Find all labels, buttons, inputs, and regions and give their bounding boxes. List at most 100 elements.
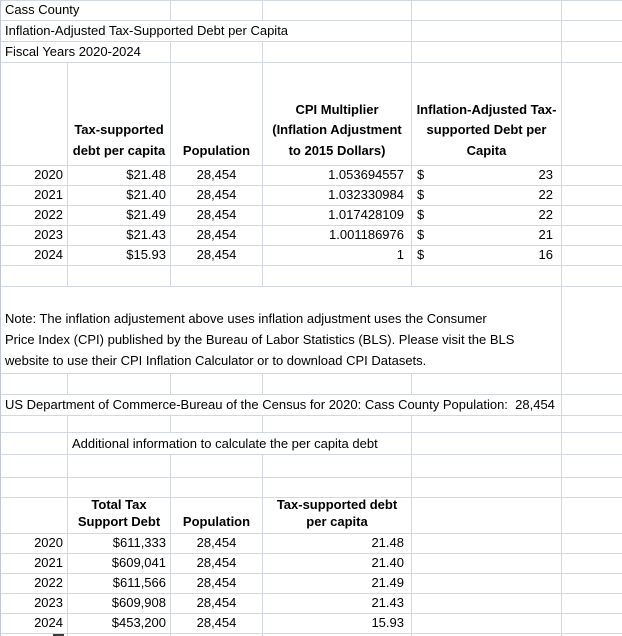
sheet-title-cell[interactable]: Cass County (1, 1, 171, 21)
empty-cell[interactable] (562, 246, 622, 266)
empty-cell[interactable] (562, 206, 622, 226)
bottom-row-year[interactable]: 2024 (1, 614, 68, 634)
bottom-row-total[interactable]: $453,200 (68, 614, 171, 634)
empty-cell[interactable] (562, 498, 622, 534)
partial-row-cell[interactable] (263, 634, 412, 636)
empty-cell[interactable] (562, 186, 622, 206)
empty-cell[interactable] (562, 534, 622, 554)
bottom-row-year[interactable]: 2023 (1, 594, 68, 614)
top-row-debt[interactable]: $21.40 (68, 186, 171, 206)
top-row-population[interactable]: 28,454 (171, 186, 263, 206)
empty-cell[interactable] (171, 455, 263, 478)
top-row-population[interactable]: 28,454 (171, 226, 263, 246)
top-row-adjusted[interactable]: $ 16 (412, 246, 562, 266)
top-row-adjusted[interactable]: $ 22 (412, 206, 562, 226)
empty-cell[interactable] (171, 374, 263, 395)
empty-cell[interactable] (171, 416, 263, 433)
empty-cell[interactable] (562, 416, 622, 433)
empty-cell[interactable] (562, 574, 622, 594)
top-row-debt[interactable]: $21.43 (68, 226, 171, 246)
empty-cell[interactable] (68, 455, 171, 478)
top-row-population[interactable]: 28,454 (171, 166, 263, 186)
empty-cell[interactable] (562, 554, 622, 574)
empty-cell[interactable] (412, 433, 562, 455)
empty-cell[interactable] (562, 166, 622, 186)
header-population-bottom[interactable]: Population (171, 498, 263, 534)
top-row-cpi[interactable]: 1.017428109 (263, 206, 412, 226)
bottom-row-population[interactable]: 28,454 (171, 594, 263, 614)
bottom-row-year[interactable]: 2021 (1, 554, 68, 574)
empty-cell[interactable] (412, 478, 562, 498)
bottom-row-per-capita[interactable]: 21.48 (263, 534, 412, 554)
header-total-tax-debt[interactable]: Total Tax Support Debt (68, 498, 171, 534)
top-row-cpi[interactable]: 1.053694557 (263, 166, 412, 186)
bottom-row-per-capita[interactable]: 21.40 (263, 554, 412, 574)
empty-cell[interactable] (412, 21, 562, 42)
empty-cell[interactable] (412, 614, 562, 634)
top-row-cpi[interactable]: 1.032330984 (263, 186, 412, 206)
top-row-population[interactable]: 28,454 (171, 246, 263, 266)
empty-cell[interactable] (562, 614, 622, 634)
empty-cell[interactable] (1, 63, 68, 166)
fiscal-years-cell[interactable]: Fiscal Years 2020-2024 (1, 42, 171, 63)
bottom-row-total[interactable]: $611,566 (68, 574, 171, 594)
top-row-cpi[interactable]: 1.001186976 (263, 226, 412, 246)
empty-cell[interactable] (562, 63, 622, 166)
header-population[interactable]: Population (171, 63, 263, 166)
top-row-debt[interactable]: $15.93 (68, 246, 171, 266)
empty-cell[interactable] (68, 374, 171, 395)
empty-cell[interactable] (263, 374, 412, 395)
empty-cell[interactable] (562, 433, 622, 455)
empty-cell[interactable] (562, 42, 622, 63)
bottom-row-population[interactable]: 28,454 (171, 554, 263, 574)
empty-cell[interactable] (412, 534, 562, 554)
header-debt-per-capita-bottom[interactable]: Tax-supported debt per capita (263, 498, 412, 534)
header-cpi-multiplier[interactable]: CPI Multiplier (Inflation Adjustment to … (263, 63, 412, 166)
top-row-population[interactable]: 28,454 (171, 206, 263, 226)
bottom-row-per-capita[interactable]: 15.93 (263, 614, 412, 634)
top-row-year[interactable]: 2024 (1, 246, 68, 266)
empty-cell[interactable] (68, 266, 171, 287)
empty-cell[interactable] (562, 374, 622, 395)
empty-cell[interactable] (263, 416, 412, 433)
bottom-row-population[interactable]: 28,454 (171, 534, 263, 554)
empty-cell[interactable] (412, 416, 562, 433)
empty-cell[interactable] (171, 42, 263, 63)
bottom-row-total[interactable]: $611,333 (68, 534, 171, 554)
empty-cell[interactable] (412, 498, 562, 534)
inflation-note-cell[interactable]: Note: The inflation adjustement above us… (1, 287, 562, 374)
empty-cell[interactable] (1, 498, 68, 534)
empty-cell[interactable] (412, 455, 562, 478)
empty-cell[interactable] (562, 478, 622, 498)
empty-cell[interactable] (1, 416, 68, 433)
empty-cell[interactable] (1, 374, 68, 395)
top-row-adjusted[interactable]: $ 23 (412, 166, 562, 186)
bottom-row-year[interactable]: 2022 (1, 574, 68, 594)
partial-row-cell[interactable] (171, 634, 263, 636)
top-row-debt[interactable]: $21.49 (68, 206, 171, 226)
top-row-year[interactable]: 2021 (1, 186, 68, 206)
empty-cell[interactable] (412, 42, 562, 63)
empty-cell[interactable] (171, 1, 263, 21)
empty-cell[interactable] (68, 416, 171, 433)
empty-cell[interactable] (1, 455, 68, 478)
empty-cell[interactable] (263, 266, 412, 287)
bottom-row-per-capita[interactable]: 21.43 (263, 594, 412, 614)
top-row-adjusted[interactable]: $ 21 (412, 226, 562, 246)
empty-cell[interactable] (562, 1, 622, 21)
empty-cell[interactable] (412, 1, 562, 21)
empty-cell[interactable] (171, 478, 263, 498)
empty-cell[interactable] (263, 478, 412, 498)
empty-cell[interactable] (412, 574, 562, 594)
bottom-row-total[interactable]: $609,041 (68, 554, 171, 574)
empty-cell[interactable] (1, 478, 68, 498)
empty-cell[interactable] (412, 374, 562, 395)
empty-cell[interactable] (412, 266, 562, 287)
bottom-row-population[interactable]: 28,454 (171, 614, 263, 634)
partial-row-cell[interactable] (412, 634, 562, 636)
bottom-row-year[interactable]: 2020 (1, 534, 68, 554)
top-row-adjusted[interactable]: $ 22 (412, 186, 562, 206)
bottom-row-total[interactable]: $609,908 (68, 594, 171, 614)
empty-cell[interactable] (562, 395, 622, 416)
empty-cell[interactable] (263, 455, 412, 478)
